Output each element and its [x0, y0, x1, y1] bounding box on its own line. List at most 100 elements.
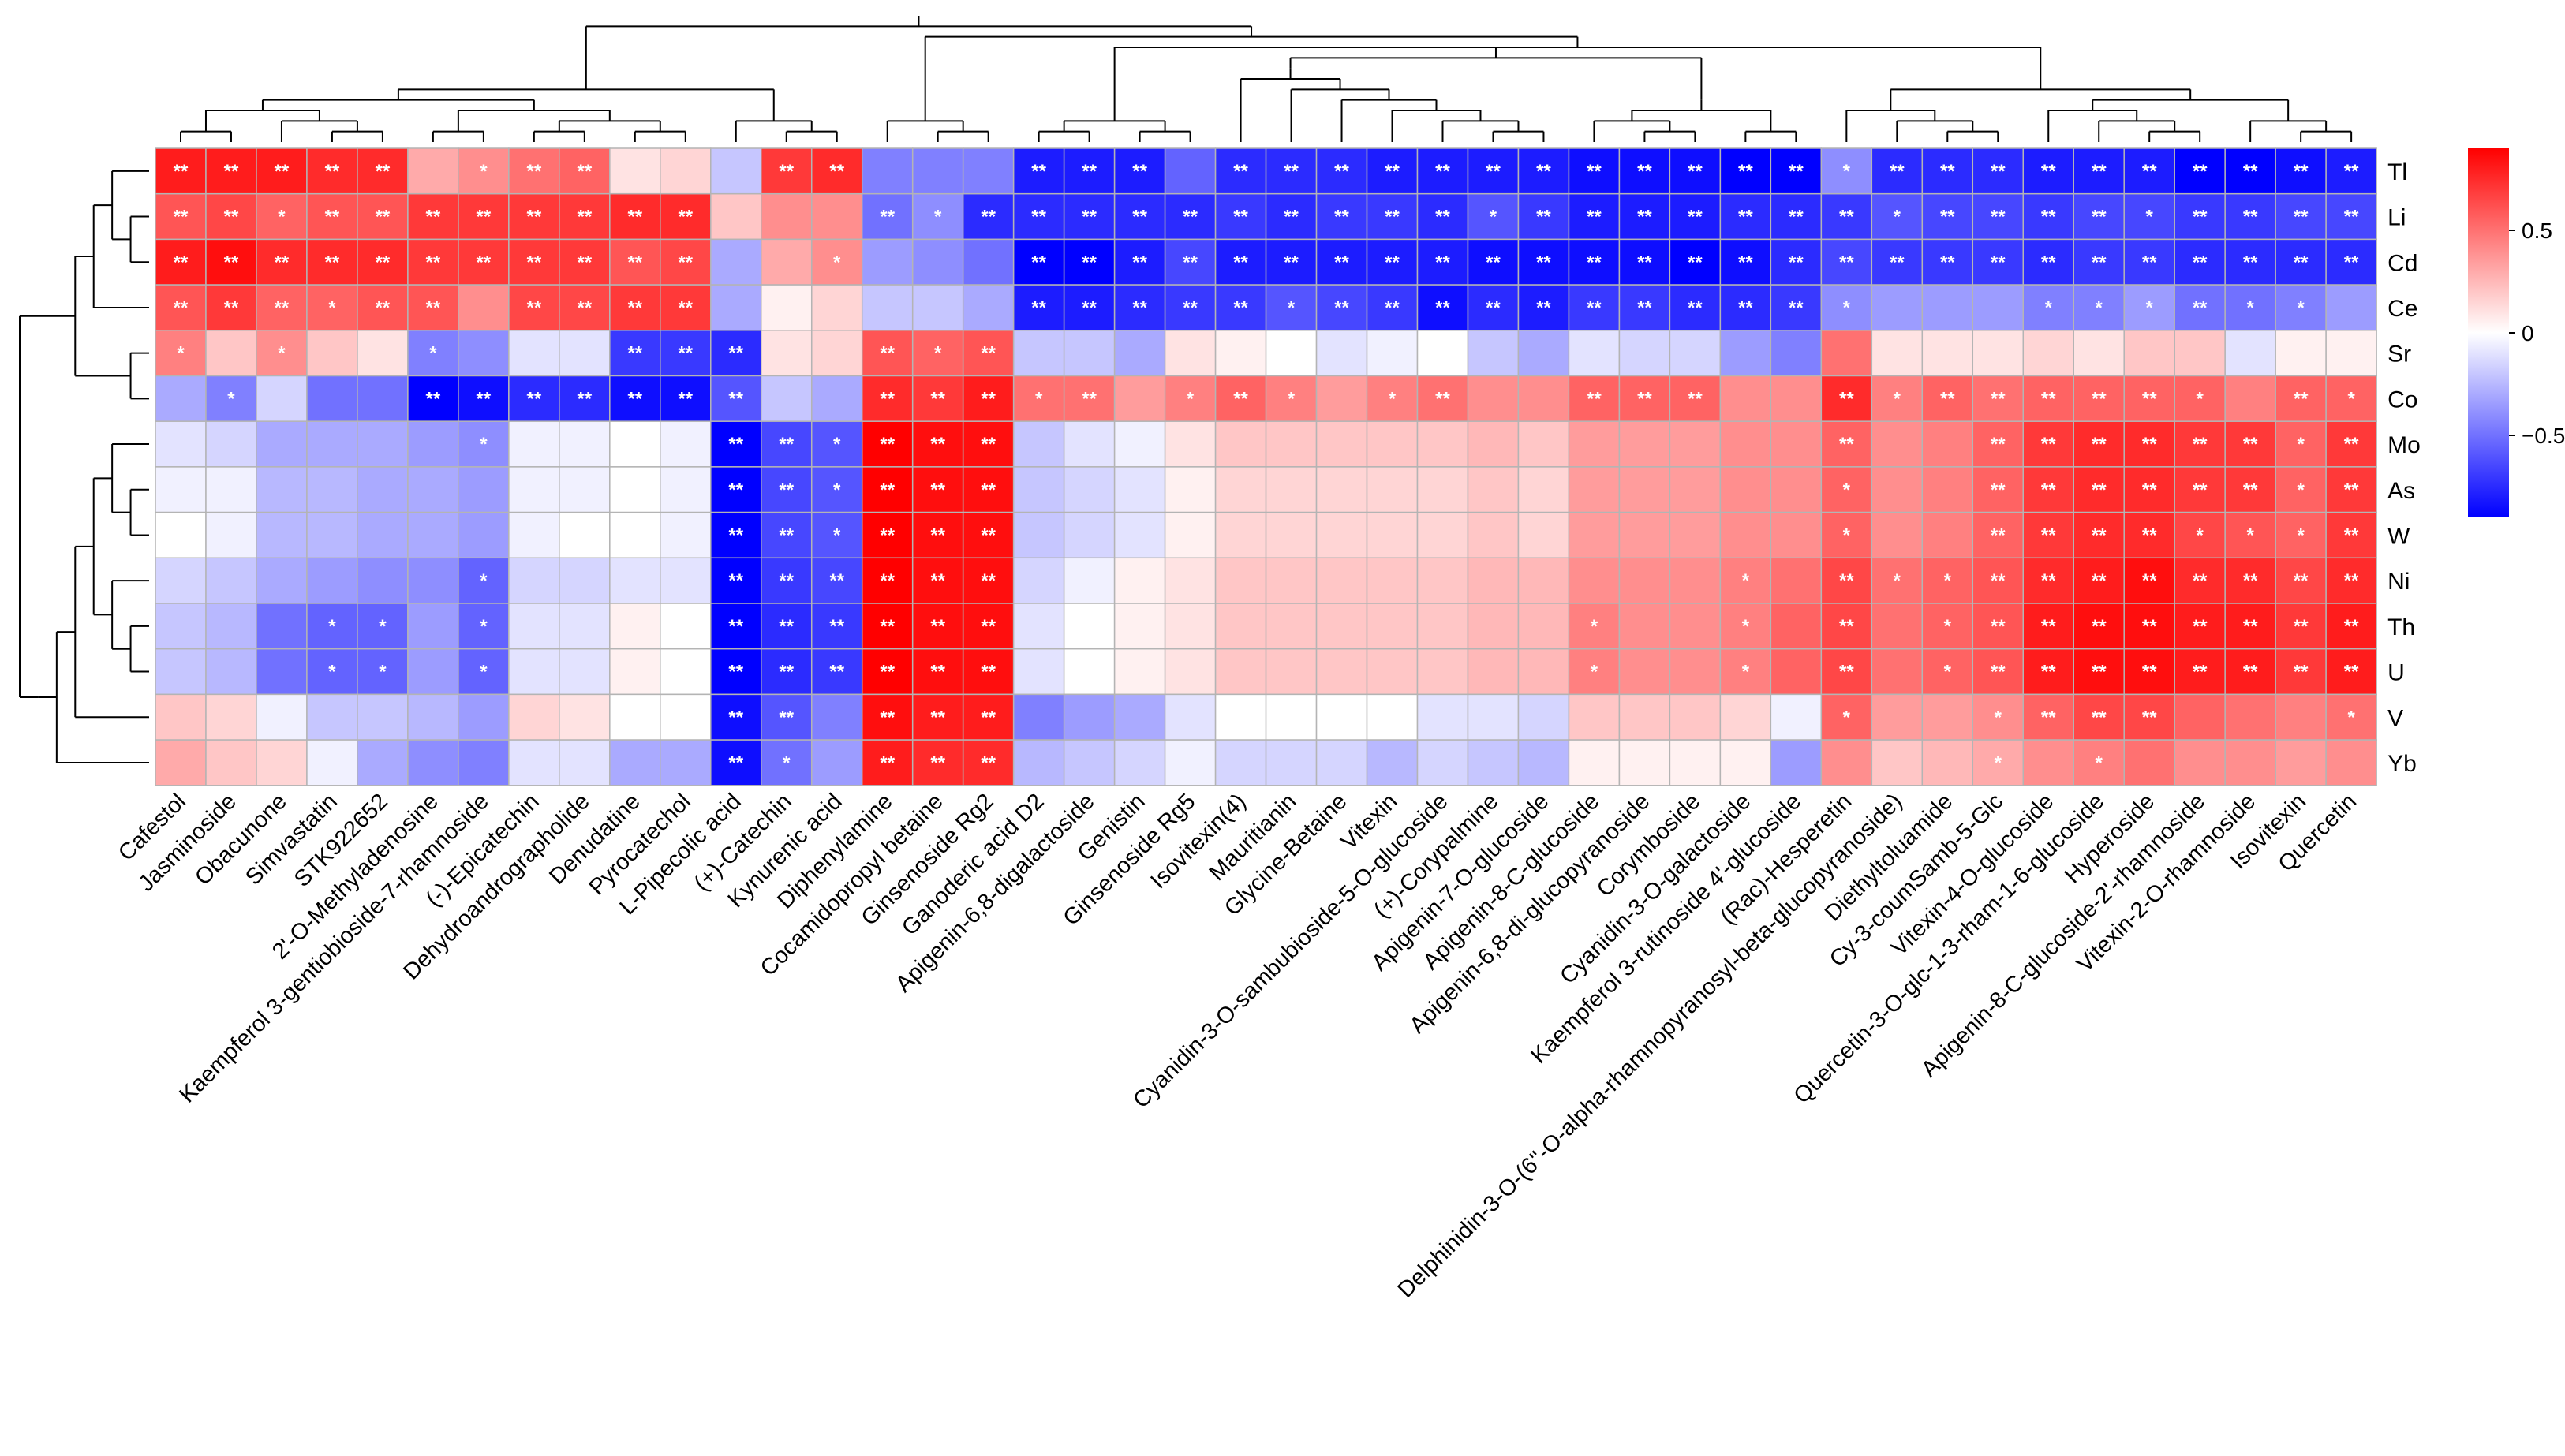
heatmap-cell	[559, 238, 611, 286]
significance-mark: *	[2347, 388, 2355, 409]
significance-mark: *	[1843, 297, 1851, 319]
significance-mark: **	[1132, 252, 1147, 273]
significance-mark: **	[224, 297, 239, 319]
significance-mark: **	[527, 297, 542, 319]
heatmap-cell	[1669, 192, 1722, 241]
heatmap-cell	[407, 420, 459, 468]
row-label: Li	[2387, 205, 2406, 231]
significance-mark: **	[2092, 480, 2107, 501]
heatmap-cell	[861, 238, 914, 286]
heatmap-cell	[407, 648, 459, 696]
heatmap-cell	[1921, 420, 1974, 468]
heatmap-cell	[1366, 284, 1419, 331]
significance-mark: **	[1334, 297, 1349, 319]
heatmap-cell	[256, 603, 308, 650]
heatmap-cell	[1568, 284, 1621, 331]
heatmap-cell	[911, 238, 964, 286]
heatmap-cell	[1366, 420, 1419, 468]
significance-mark: **	[1031, 207, 1046, 228]
significance-mark: *	[480, 616, 488, 637]
heatmap-cell	[205, 466, 257, 513]
heatmap-cell	[761, 466, 813, 513]
heatmap-cell	[1214, 693, 1267, 741]
heatmap-cell	[407, 557, 459, 604]
heatmap-cell	[1467, 511, 1520, 559]
heatmap-cell	[407, 693, 459, 741]
heatmap-cell	[306, 693, 358, 741]
heatmap-cell	[1214, 238, 1267, 286]
heatmap-cell	[2275, 557, 2327, 604]
significance-mark: **	[1587, 207, 1602, 228]
heatmap-cell	[1770, 192, 1823, 241]
heatmap-cell	[407, 603, 459, 650]
significance-mark: **	[930, 525, 945, 546]
significance-mark: **	[728, 707, 743, 728]
significance-mark: **	[1839, 388, 1854, 409]
heatmap-cell	[1669, 557, 1722, 604]
heatmap-cell	[1669, 238, 1722, 286]
heatmap-cell	[2073, 648, 2125, 696]
heatmap-cell	[1265, 739, 1318, 786]
heatmap-cell	[1265, 648, 1318, 696]
heatmap-cell	[1214, 511, 1267, 559]
heatmap-cell	[256, 238, 308, 286]
heatmap-cell	[559, 511, 611, 559]
heatmap-cell	[761, 330, 813, 377]
significance-mark: **	[1940, 161, 1955, 182]
significance-mark: **	[2344, 434, 2359, 455]
heatmap-cell	[1719, 238, 1772, 286]
significance-mark: **	[728, 662, 743, 683]
heatmap-cell	[1568, 739, 1621, 786]
heatmap-cell	[1568, 693, 1621, 741]
heatmap-cell	[1618, 284, 1671, 331]
significance-mark: *	[833, 434, 841, 455]
heatmap-cell	[357, 466, 409, 513]
significance-mark: **	[1839, 662, 1854, 683]
significance-mark: **	[1536, 207, 1551, 228]
significance-mark: **	[880, 525, 895, 546]
heatmap-cell	[810, 420, 863, 468]
heatmap-cell	[1871, 284, 1924, 331]
heatmap-cell	[761, 238, 813, 286]
heatmap-cell	[1719, 375, 1772, 422]
heatmap-cell	[1618, 238, 1671, 286]
significance-mark: **	[224, 252, 239, 273]
heatmap-cell	[1871, 693, 1924, 741]
heatmap-cell	[1214, 147, 1267, 195]
heatmap-cell	[559, 420, 611, 468]
heatmap-cell	[458, 330, 510, 377]
heatmap-cell	[508, 739, 560, 786]
heatmap-cell	[2073, 375, 2125, 422]
heatmap-cell	[256, 511, 308, 559]
heatmap-cell	[357, 739, 409, 786]
significance-mark: **	[930, 388, 945, 409]
heatmap-cell	[256, 693, 308, 741]
heatmap-cell	[1921, 739, 1974, 786]
heatmap-cell	[2174, 693, 2226, 741]
heatmap-cell	[710, 511, 762, 559]
heatmap-cell	[1770, 466, 1823, 513]
heatmap-cell	[357, 693, 409, 741]
significance-mark: **	[174, 207, 189, 228]
heatmap-cell	[1416, 238, 1469, 286]
heatmap-cell	[962, 147, 1015, 195]
heatmap-cell	[861, 147, 914, 195]
heatmap-cell	[1770, 375, 1823, 422]
significance-mark: *	[2045, 297, 2053, 319]
heatmap-cell	[911, 693, 964, 741]
heatmap-cell	[1871, 420, 1924, 468]
significance-mark: **	[1435, 388, 1450, 409]
heatmap-cell	[761, 375, 813, 422]
significance-mark: **	[1082, 297, 1097, 319]
significance-mark: **	[426, 207, 441, 228]
row-label: Mo	[2387, 432, 2421, 458]
significance-mark: **	[2344, 252, 2359, 273]
significance-mark: **	[1940, 252, 1955, 273]
heatmap-cell	[205, 375, 257, 422]
significance-mark: **	[627, 388, 642, 409]
heatmap-cell	[1315, 648, 1368, 696]
heatmap-cell	[1265, 330, 1318, 377]
heatmap-cell	[1719, 330, 1772, 377]
significance-mark: **	[2092, 570, 2107, 592]
